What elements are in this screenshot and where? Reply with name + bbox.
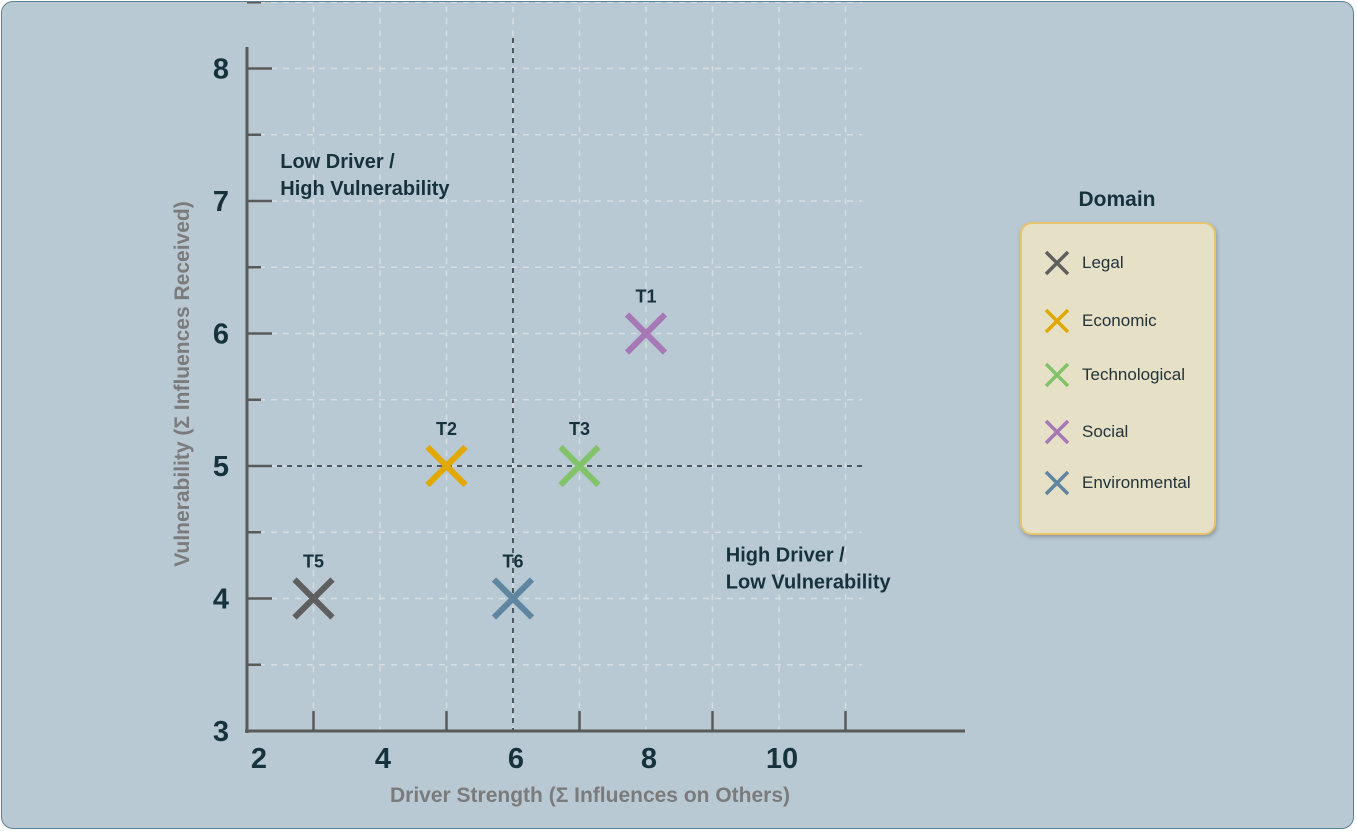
data-label-t3: T3 bbox=[569, 419, 590, 439]
data-label-t6: T6 bbox=[502, 552, 523, 572]
legend-item-economic: Economic bbox=[1042, 306, 1157, 336]
x-tick-label: 8 bbox=[641, 743, 657, 775]
legend-label-environmental: Environmental bbox=[1082, 473, 1191, 492]
legend-label-social: Social bbox=[1082, 422, 1129, 441]
legend-label-economic: Economic bbox=[1082, 311, 1157, 330]
legend: Legal Economic Technological Social bbox=[1020, 222, 1216, 535]
data-label-t2: T2 bbox=[436, 419, 457, 439]
data-label-t1: T1 bbox=[635, 287, 656, 307]
x-axis-title: Driver Strength (Σ Influences on Others) bbox=[390, 784, 790, 807]
x-tick-label: 2 bbox=[251, 743, 267, 775]
quadrant-label: Low Driver / bbox=[280, 151, 395, 173]
y-tick-label: 6 bbox=[213, 319, 229, 351]
y-tick-label: 8 bbox=[213, 54, 229, 86]
data-point-t3 bbox=[558, 444, 601, 488]
data-point-t1 bbox=[624, 312, 668, 355]
data-point-t5 bbox=[292, 577, 335, 620]
y-tick-label: 3 bbox=[213, 716, 229, 748]
legend-marker-economic bbox=[1044, 308, 1070, 334]
legend-label-legal: Legal bbox=[1082, 253, 1124, 272]
y-axis-title: Vulnerability (Σ Influences Received) bbox=[171, 201, 194, 566]
y-tick-label: 4 bbox=[213, 584, 229, 616]
legend-marker-legal bbox=[1044, 250, 1070, 276]
x-tick-label: 4 bbox=[375, 743, 391, 775]
legend-marker-social bbox=[1044, 419, 1070, 445]
legend-marker-technological bbox=[1044, 362, 1070, 388]
y-tick-label: 5 bbox=[213, 451, 229, 483]
legend-item-environmental: Environmental bbox=[1042, 468, 1191, 498]
quadrant-label: Low Vulnerability bbox=[726, 571, 892, 593]
legend-title: Domain bbox=[1078, 188, 1156, 211]
x-tick-label: 6 bbox=[508, 743, 524, 775]
legend-item-technological: Technological bbox=[1042, 360, 1185, 390]
legend-marker-environmental bbox=[1044, 470, 1070, 496]
y-tick-label: 7 bbox=[213, 186, 229, 218]
quadrant-label: High Vulnerability bbox=[280, 178, 450, 200]
x-tick-label: 10 bbox=[766, 743, 798, 775]
data-point-t6 bbox=[491, 577, 535, 620]
quadrant-label: High Driver / bbox=[726, 544, 845, 566]
data-label-t5: T5 bbox=[303, 552, 324, 572]
data-point-t2 bbox=[425, 444, 468, 488]
legend-item-social: Social bbox=[1042, 417, 1128, 447]
legend-item-legal: Legal bbox=[1042, 248, 1124, 278]
legend-label-technological: Technological bbox=[1082, 365, 1186, 384]
